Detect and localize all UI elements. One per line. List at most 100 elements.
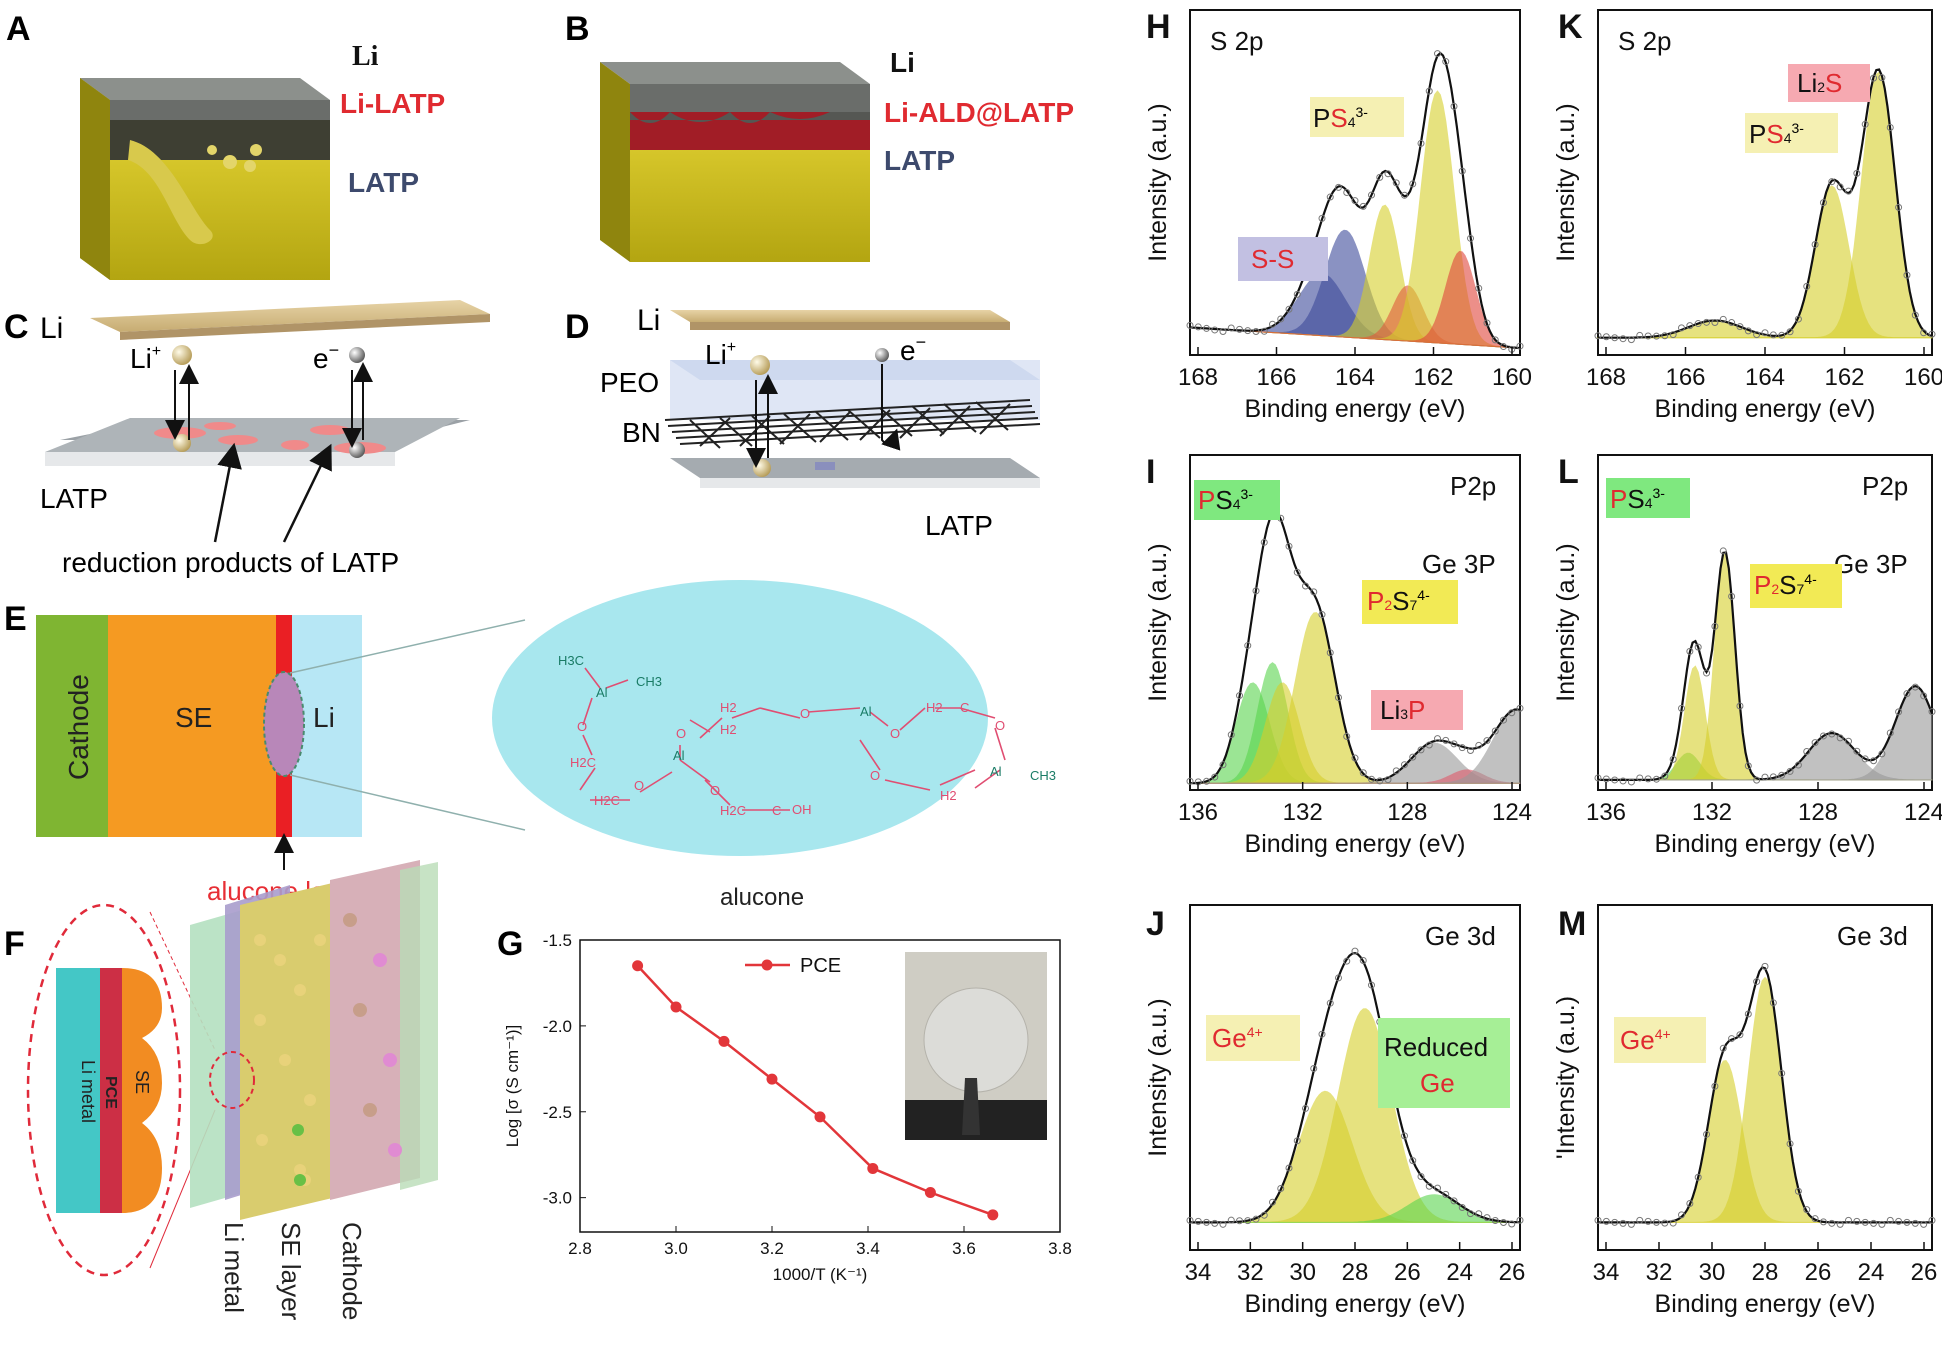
x-axis-label: Binding energy (eV) xyxy=(1655,1290,1876,1318)
svg-text:H3C: H3C xyxy=(558,653,584,668)
raw-data-point xyxy=(1194,1217,1202,1225)
raw-data-point xyxy=(1359,202,1367,210)
raw-data-point xyxy=(1744,762,1752,770)
raw-data-point xyxy=(1911,311,1919,319)
raw-data-point xyxy=(1669,755,1677,763)
raw-data-point xyxy=(1491,336,1499,344)
raw-data-point xyxy=(1769,773,1777,781)
panel-b: B Li Li-ALD@LATP LATP xyxy=(565,10,1074,262)
svg-text:H2C: H2C xyxy=(594,793,620,808)
raw-data-point xyxy=(1285,1164,1293,1172)
raw-data-point xyxy=(1401,191,1408,199)
raw-data-point xyxy=(1686,1200,1694,1208)
raw-data-point xyxy=(1661,772,1669,780)
raw-data-point xyxy=(1260,327,1268,335)
li-label: Li xyxy=(313,702,335,733)
raw-data-point xyxy=(1861,120,1869,128)
x-tick-label: 128 xyxy=(1798,799,1838,826)
x-axis-label: Binding energy (eV) xyxy=(1245,395,1466,423)
raw-data-point xyxy=(1343,189,1351,197)
raw-data-point xyxy=(1335,974,1342,982)
raw-data-point xyxy=(1351,947,1359,955)
bn-label: BN xyxy=(622,417,661,448)
raw-data-point xyxy=(1475,284,1483,292)
panel-f: F Li metal PCE SE Li metal SE layer Cath… xyxy=(4,860,438,1321)
raw-data-point xyxy=(1359,769,1367,777)
raw-data-point xyxy=(1252,1215,1260,1223)
raw-data-point xyxy=(1302,1104,1309,1112)
raw-data-point xyxy=(1811,1215,1819,1223)
raw-data-point xyxy=(1719,315,1727,323)
l-tag-ps4-text: PS43- xyxy=(1610,484,1665,514)
raw-data-point xyxy=(1652,775,1660,783)
raw-data-point xyxy=(1870,757,1878,765)
se-layer-slab xyxy=(240,880,345,1220)
raw-data-point xyxy=(1753,776,1761,784)
latp-label: LATP xyxy=(925,510,993,541)
raw-data-point xyxy=(1434,50,1441,58)
raw-data-point xyxy=(1409,753,1417,761)
raw-data-point xyxy=(1853,747,1861,755)
raw-data-point xyxy=(1186,777,1194,785)
raw-data-point xyxy=(1903,690,1911,698)
x-tick-label: 166 xyxy=(1256,364,1296,391)
panel-g-letter: G xyxy=(497,925,523,963)
raw-data-point xyxy=(1417,139,1425,147)
raw-data-point xyxy=(1186,1216,1194,1224)
raw-data-point xyxy=(1627,1220,1635,1228)
raw-data-point xyxy=(1711,622,1719,630)
raw-data-point xyxy=(1368,775,1375,783)
raw-data-point xyxy=(1786,767,1794,775)
raw-data-point xyxy=(1611,334,1619,342)
h-tag-ps4-text: PS43- xyxy=(1313,103,1368,133)
svg-text:CH3: CH3 xyxy=(1030,768,1056,783)
panel-a: A Li Li-LATP LATP xyxy=(6,10,445,280)
li-ion-ball xyxy=(172,345,192,365)
raw-data-point xyxy=(1895,1217,1903,1225)
raw-data-point xyxy=(1500,343,1507,351)
raw-data-point xyxy=(1652,332,1660,340)
panel-letter: J xyxy=(1146,905,1165,943)
raw-data-point xyxy=(1870,74,1878,82)
raw-data-point xyxy=(1761,773,1769,781)
panel-letter: I xyxy=(1146,453,1155,491)
spectrum-title: S 2p xyxy=(1210,26,1264,56)
x-tick-label: 34 xyxy=(1593,1259,1620,1286)
raw-data-point xyxy=(1260,538,1268,546)
electron-label: e− xyxy=(313,340,339,374)
x-tick-label: 132 xyxy=(1692,799,1732,826)
peak-fit xyxy=(1190,709,1521,784)
pce-data-point xyxy=(670,1001,682,1013)
panel-letter: K xyxy=(1558,8,1583,46)
j-tag-ge4-text: Ge4+ xyxy=(1212,1023,1263,1053)
se-particles xyxy=(254,934,326,1186)
raw-data-point xyxy=(1886,1216,1894,1224)
raw-data-point xyxy=(1293,290,1301,298)
xps-tags: Li2S PS43- S-S PS43- PS43- P2S74- Li3P P… xyxy=(1194,64,1870,1108)
svg-text:H2: H2 xyxy=(720,722,737,737)
panel-b-letter: B xyxy=(565,10,590,48)
chart-frame xyxy=(579,939,1061,1233)
x-tick-label: 30 xyxy=(1289,1259,1316,1286)
i-tag-li3p-text: Li3P xyxy=(1380,695,1425,725)
y-axis-label: Intensity (a.u.) xyxy=(1552,543,1580,701)
raw-data-point xyxy=(1711,319,1719,326)
raw-data-point xyxy=(1803,1206,1811,1214)
raw-data-point xyxy=(1744,327,1752,335)
svg-text:H2C: H2C xyxy=(720,803,746,818)
raw-data-point xyxy=(1211,773,1219,781)
raw-data-point xyxy=(1619,777,1627,785)
raw-data-point xyxy=(1703,318,1711,326)
raw-data-point xyxy=(1836,1220,1844,1228)
raw-data-point xyxy=(1227,324,1235,332)
plot-frame xyxy=(1597,454,1933,791)
raw-data-point xyxy=(1236,692,1243,700)
svg-text:C: C xyxy=(772,803,781,818)
svg-text:Al: Al xyxy=(596,685,608,700)
raw-data-point xyxy=(1252,327,1260,335)
xps-panel-h: H 168 166 164 162 160 Binding energy (eV) Inten… xyxy=(1144,8,1532,423)
raw-data-point xyxy=(1811,739,1819,747)
raw-data-point xyxy=(1678,704,1685,712)
latp-plate xyxy=(45,418,460,452)
raw-data-point xyxy=(1326,999,1334,1007)
